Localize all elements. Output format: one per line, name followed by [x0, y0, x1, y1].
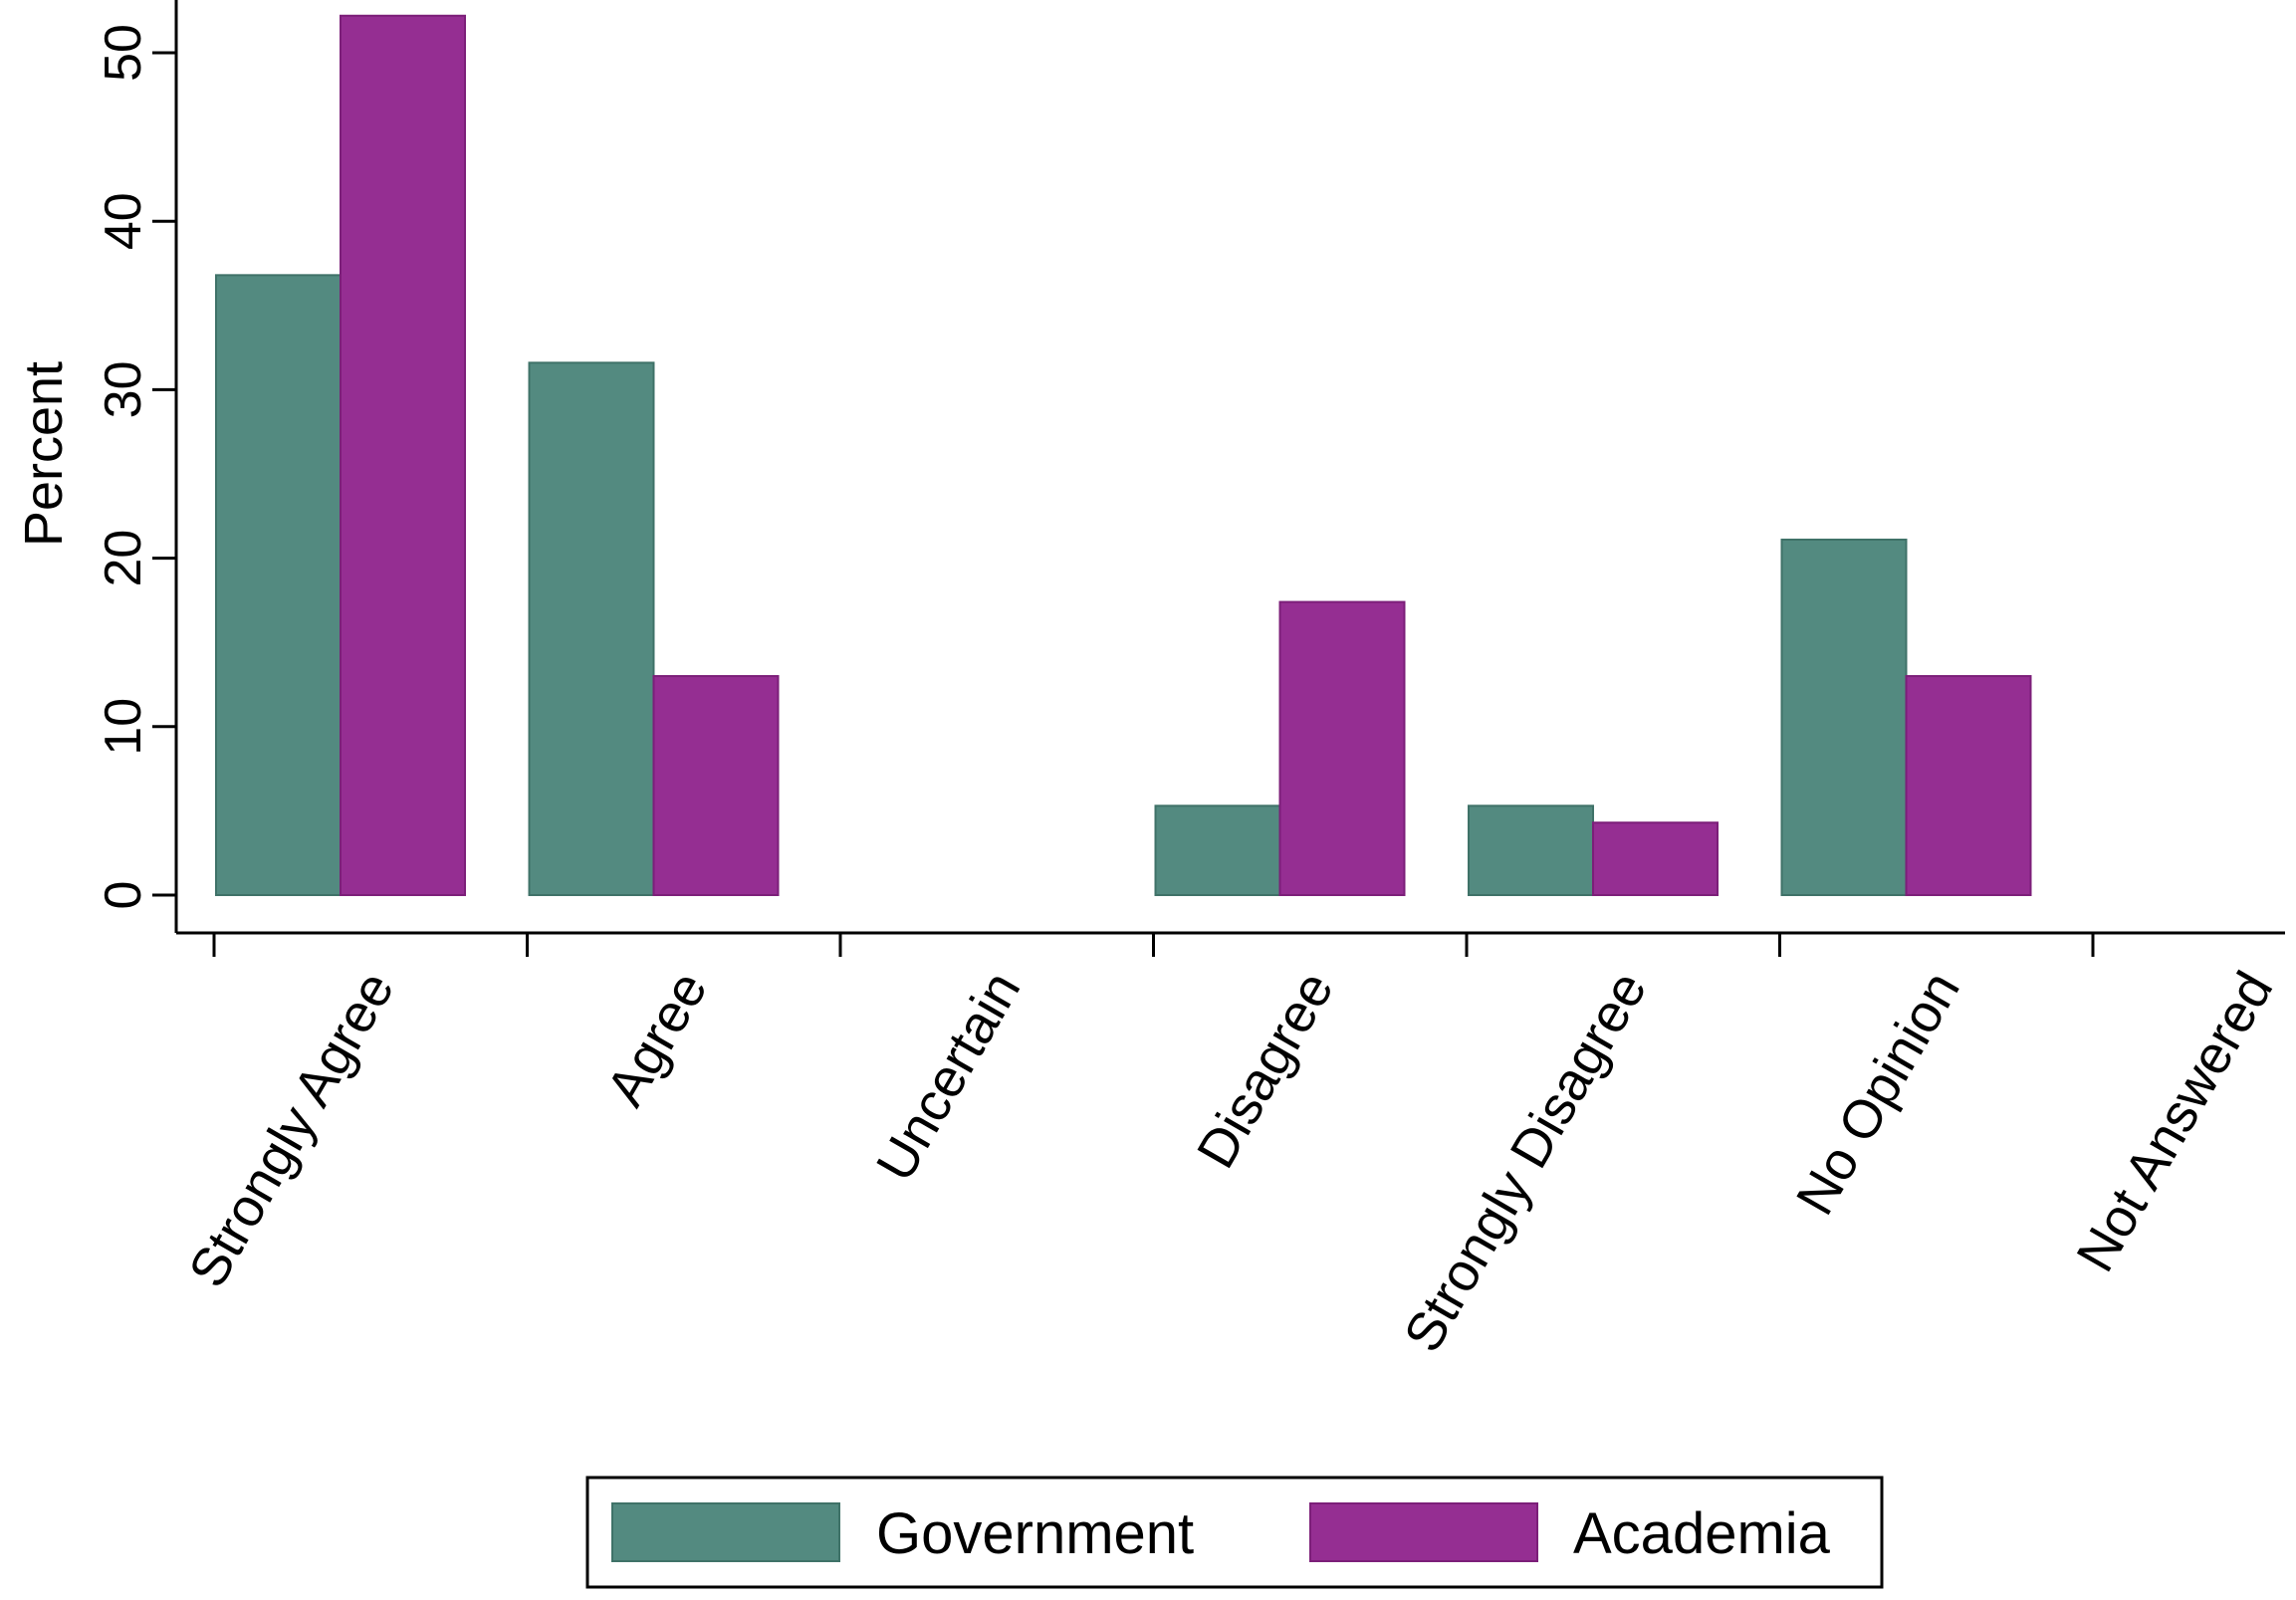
- x-tick-label: No Opinion: [1785, 962, 1971, 1225]
- bar-government: [1780, 538, 1908, 896]
- x-tick-label: Agree: [595, 962, 719, 1116]
- bar-academia: [1592, 821, 1719, 897]
- x-tick-label: Strongly Disagree: [1393, 962, 1659, 1362]
- legend-swatch-government: [611, 1502, 840, 1562]
- x-tick-label: Disagree: [1186, 962, 1345, 1178]
- bar-academia: [1278, 600, 1406, 896]
- legend-label-government: Government: [876, 1501, 1194, 1566]
- y-tick-label: 50: [95, 24, 152, 82]
- bar-government: [215, 274, 342, 896]
- legend: Government Academia: [585, 1476, 1884, 1589]
- legend-swatch-academia: [1309, 1502, 1538, 1562]
- bar-academia: [1905, 675, 2032, 896]
- bar-government: [528, 361, 655, 896]
- x-tick-label: Not Answered: [2065, 962, 2284, 1281]
- x-tick-label: Uncertain: [865, 962, 1033, 1191]
- y-tick-label: 40: [95, 192, 152, 250]
- y-tick-label: 0: [95, 881, 152, 910]
- legend-label-academia: Academia: [1573, 1501, 1831, 1566]
- bar-government: [1468, 804, 1594, 896]
- x-axis-ticks: Strongly Agree Agree Uncertain Disagree Stro…: [177, 933, 2284, 1362]
- y-tick-label: 10: [95, 698, 152, 756]
- y-axis-ticks: 0 10 20 30 40 50: [95, 24, 176, 909]
- bar-government: [1154, 804, 1281, 896]
- y-axis-label: Percent: [14, 361, 74, 547]
- y-tick-label: 20: [95, 530, 152, 587]
- bars: [215, 14, 2032, 897]
- bar-academia: [652, 675, 780, 896]
- bar-academia: [340, 14, 466, 896]
- x-tick-label: Strongly Agree: [177, 962, 405, 1297]
- y-tick-label: 30: [95, 360, 152, 418]
